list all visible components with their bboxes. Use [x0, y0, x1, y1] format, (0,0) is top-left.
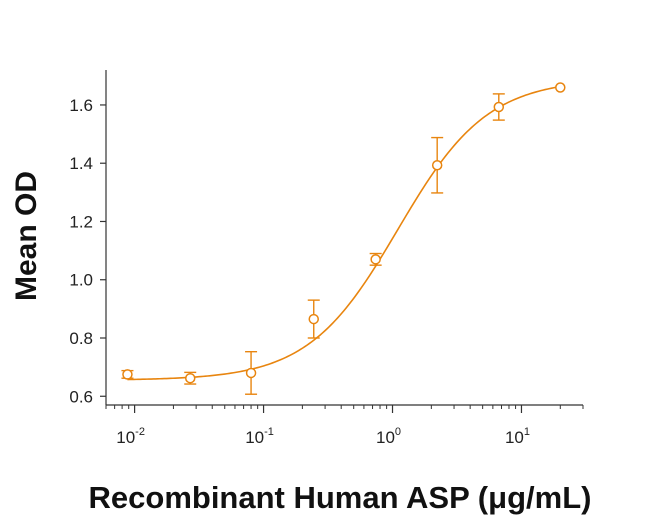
plot-area: 0.60.81.01.21.41.610-2 10-1 100 101 [69, 70, 584, 447]
y-tick-label: 1.0 [69, 271, 93, 290]
x-tick-exponent: 1 [524, 426, 530, 438]
y-axis-title: Mean OD [10, 171, 43, 301]
y-tick-label: 1.2 [69, 212, 93, 231]
x-tick-exponent: -2 [135, 426, 145, 438]
data-point [431, 160, 443, 171]
y-tick-label: 0.8 [69, 329, 93, 348]
x-tick-exponent: 0 [395, 426, 401, 438]
y-tick-label: 0.6 [69, 387, 93, 406]
x-tick-base: 10 [245, 428, 264, 447]
x-tick-base: 10 [116, 428, 135, 447]
data-point [122, 369, 133, 380]
x-axis-title: Recombinant Human ASP (μg/mL) [89, 480, 592, 515]
data-point [493, 101, 505, 113]
y-tick-label: 1.6 [69, 96, 93, 115]
x-tick-label: 10-1 [245, 426, 274, 447]
x-tick-label: 101 [505, 426, 530, 447]
data-point [245, 367, 257, 379]
data-point [184, 372, 196, 384]
x-tick-exponent: -1 [264, 426, 274, 438]
x-tick-label: 10-2 [116, 426, 145, 447]
x-tick-label: 100 [376, 426, 401, 447]
fit-curve [127, 85, 561, 381]
x-tick-base: 10 [376, 428, 395, 447]
y-tick-label: 1.4 [69, 154, 93, 173]
data-point [308, 313, 319, 325]
data-point [370, 254, 381, 265]
data-point [555, 82, 566, 93]
x-tick-base: 10 [505, 428, 524, 447]
